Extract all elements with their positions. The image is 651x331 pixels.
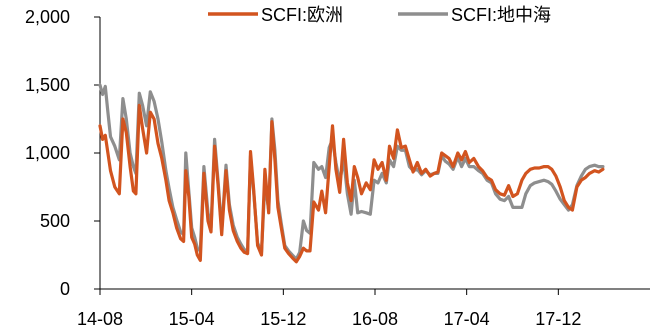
legend-label: SCFI:欧洲 xyxy=(261,5,343,25)
x-axis: 14-08 15-04 15-12 16-08 17-04 17-12 xyxy=(77,288,650,329)
x-tick-label: 16-08 xyxy=(352,309,398,329)
x-tick-label: 17-12 xyxy=(535,309,581,329)
y-tick-label: 1,500 xyxy=(25,75,70,95)
y-axis: 0 500 1,000 1,500 2,000 xyxy=(25,7,101,299)
y-tick-label: 0 xyxy=(60,279,70,299)
series-layer xyxy=(98,83,605,264)
x-tick-label: 17-04 xyxy=(444,309,490,329)
legend: SCFI:欧洲 SCFI:地中海 xyxy=(208,5,551,25)
legend-label: SCFI:地中海 xyxy=(451,5,551,25)
x-tick-label: 15-12 xyxy=(260,309,306,329)
y-tick-label: 2,000 xyxy=(25,7,70,27)
x-tick-label: 14-08 xyxy=(77,309,123,329)
y-tick-label: 500 xyxy=(40,211,70,231)
x-tick-label: 15-04 xyxy=(169,309,215,329)
series-line-scfi-europe xyxy=(98,103,605,264)
y-tick-label: 1,000 xyxy=(25,143,70,163)
